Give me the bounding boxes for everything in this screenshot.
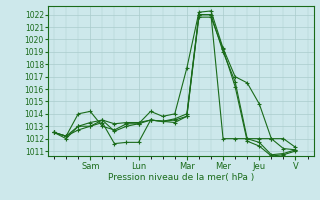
X-axis label: Pression niveau de la mer( hPa ): Pression niveau de la mer( hPa )	[108, 173, 254, 182]
